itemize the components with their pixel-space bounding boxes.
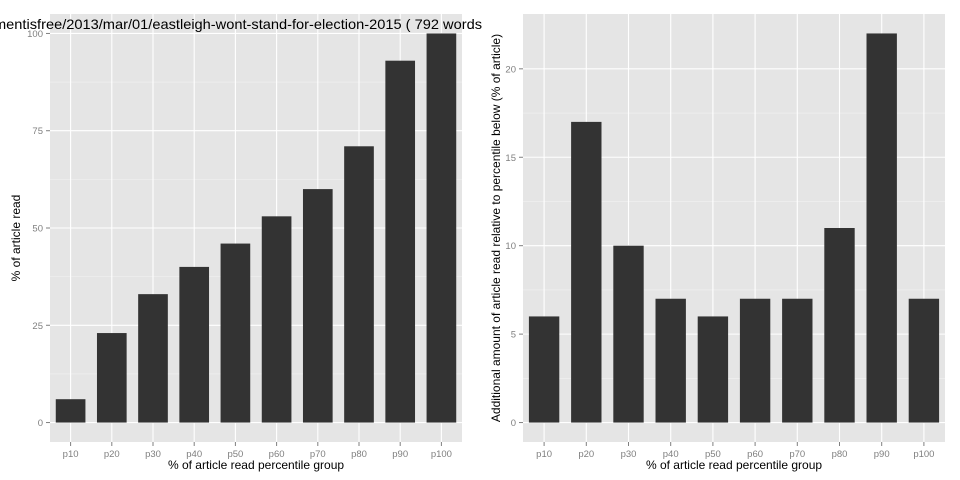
bar-p10 (55, 399, 86, 423)
y-tick-label: 75 (32, 126, 43, 137)
x-tick-label: p80 (832, 449, 848, 460)
x-ticks-right: p10 p20 p30 p40 p50 p60 p70 p80 p90 p100 (536, 442, 934, 460)
y-tick-label: 50 (32, 224, 43, 235)
x-tick-label: p100 (431, 449, 452, 460)
bar-p50 (697, 316, 729, 423)
bar-p100 (426, 33, 457, 423)
x-tick-label: p10 (536, 449, 552, 460)
x-tick-label: p40 (663, 449, 679, 460)
x-tick-label: p70 (789, 449, 805, 460)
y-tick-label: 5 (511, 330, 516, 341)
y-axis-title-right: Additional amount of article read relati… (489, 34, 503, 422)
y-tick-label: 0 (38, 418, 43, 429)
x-tick-label: p60 (747, 449, 763, 460)
bar-p60 (261, 216, 292, 423)
y-tick-label: 10 (505, 241, 516, 252)
y-ticks-right: 0 5 10 15 20 (505, 64, 523, 429)
x-tick-label: p90 (392, 449, 408, 460)
x-tick-label: p30 (621, 449, 637, 460)
y-axis-title-left: % of article read (9, 195, 23, 282)
x-tick-label: p30 (145, 449, 161, 460)
bar-p60 (739, 298, 771, 423)
y-tick-label: 15 (505, 153, 516, 164)
bar-p20 (571, 121, 602, 423)
x-tick-label: p20 (104, 449, 120, 460)
x-tick-label: p90 (874, 449, 890, 460)
x-axis-title-left: % of article read percentile group (168, 458, 344, 472)
bar-p80 (344, 146, 374, 423)
bar-p90 (866, 33, 897, 423)
bar-p40 (655, 298, 686, 423)
bars-right (528, 33, 940, 423)
x-tick-label: p100 (913, 449, 934, 460)
x-tick-label: p80 (351, 449, 367, 460)
bar-p90 (385, 60, 416, 423)
y-ticks-left: 0 25 50 75 100 (27, 29, 50, 429)
x-tick-label: p40 (186, 449, 202, 460)
bar-p70 (782, 298, 813, 423)
y-tick-label: 25 (32, 321, 43, 332)
bars-left (55, 33, 457, 423)
x-tick-label: p20 (578, 449, 594, 460)
y-tick-label: 20 (505, 64, 516, 75)
bar-p100 (908, 298, 940, 423)
chart-right: 0 5 10 15 20 p10 p20 p30 p40 p50 p60 p70 p80 p90 p100… (489, 14, 945, 472)
x-tick-label: p50 (705, 449, 721, 460)
x-tick-label: p60 (269, 449, 285, 460)
bar-p70 (302, 189, 333, 423)
x-tick-label: p50 (227, 449, 243, 460)
bar-p50 (220, 243, 251, 423)
bar-p80 (824, 228, 855, 423)
y-tick-label: 0 (511, 418, 516, 429)
bar-p40 (179, 266, 210, 423)
x-ticks-left: p10 p20 p30 p40 p50 p60 p70 p80 p90 p100 (63, 442, 452, 460)
chart-title: mentisfree/2013/mar/01/eastleigh-wont-st… (0, 16, 482, 32)
bar-p20 (96, 333, 127, 423)
x-tick-label: p70 (310, 449, 326, 460)
x-tick-label: p10 (63, 449, 79, 460)
x-axis-title-right: % of article read percentile group (646, 458, 822, 472)
bar-p10 (528, 316, 560, 423)
bar-p30 (138, 294, 168, 423)
y-tick-label: 100 (27, 29, 43, 40)
bar-p30 (613, 245, 644, 423)
